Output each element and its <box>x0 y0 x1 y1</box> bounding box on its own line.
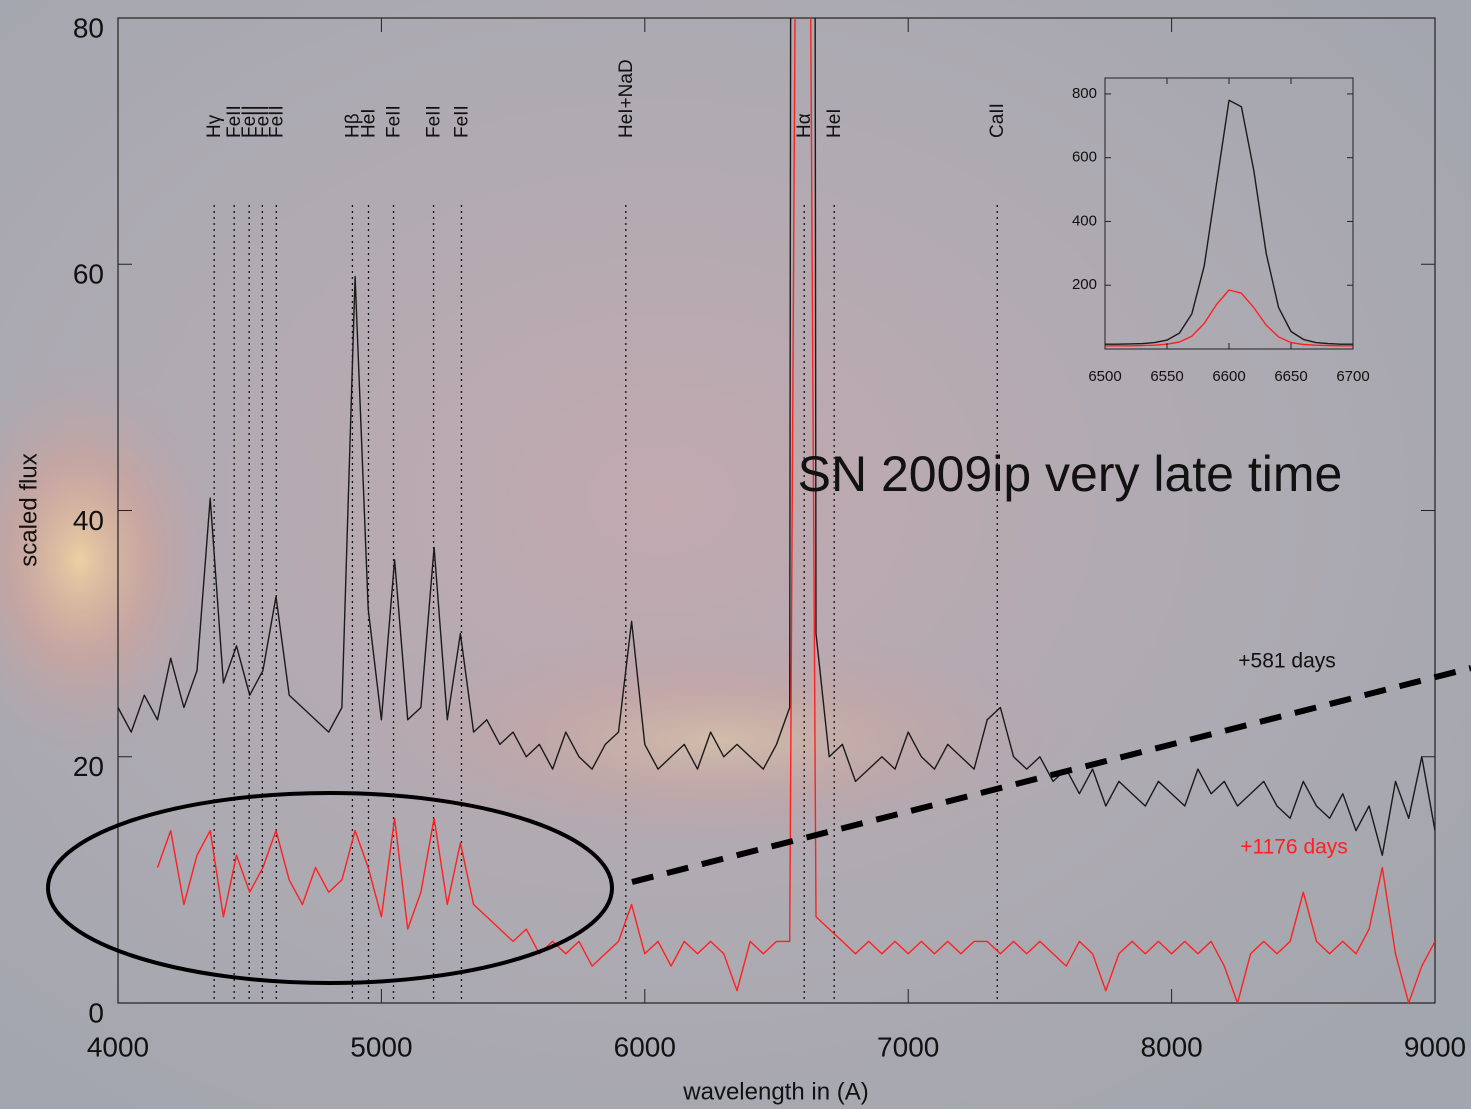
x-axis-label: wavelength in (A) <box>682 1078 868 1105</box>
line-id-label: CaII <box>987 103 1008 138</box>
series-label: +1176 days <box>1240 836 1348 859</box>
line-id-label: FeII <box>451 105 472 138</box>
x-tick-label: 6550 <box>1150 368 1183 385</box>
y-tick-label: 0 <box>88 997 104 1028</box>
line-id-label: FeII <box>252 105 273 138</box>
overlay: SN 2009ip very late time wavelength in (… <box>15 12 1471 1105</box>
x-tick-label: 6500 <box>1088 368 1121 385</box>
series-line <box>118 18 1435 856</box>
series-line <box>1105 99 1353 345</box>
x-tick-label: 6650 <box>1274 368 1307 385</box>
line-id-label: HeI <box>824 108 845 138</box>
y-tick-label: 600 <box>1072 149 1097 166</box>
series-line <box>156 18 1435 1003</box>
main-plot <box>118 18 1435 1003</box>
trend-dashed-line <box>631 665 1471 885</box>
line-id-label: FeII <box>424 105 445 138</box>
y-tick-label: 40 <box>73 505 104 536</box>
y-tick-label: 200 <box>1072 276 1097 293</box>
y-tick-label: 800 <box>1072 85 1097 102</box>
line-id-label: FeII <box>266 105 287 138</box>
x-tick-label: 6600 <box>1212 368 1245 385</box>
background-glow <box>0 360 220 760</box>
x-tick-label: 6000 <box>614 1031 676 1062</box>
line-id-label: Hβ <box>342 113 363 138</box>
line-id-label: FeII <box>384 105 405 138</box>
y-tick-label: 400 <box>1072 212 1097 229</box>
background-glow <box>340 630 1100 850</box>
y-tick-label: 80 <box>73 12 104 43</box>
line-id-label: FeII <box>224 105 245 138</box>
line-id-label: HeI+NaD <box>616 59 637 138</box>
y-tick-label: 60 <box>73 259 104 290</box>
inset-plot <box>1105 99 1353 347</box>
line-id-label: Hγ <box>204 114 225 138</box>
line-id-label: FeII <box>239 105 260 138</box>
line-id-label: HeI <box>359 108 380 138</box>
line-id-label: Hα <box>794 113 815 138</box>
y-axis-label: scaled flux <box>15 453 42 566</box>
highlight-ellipse <box>46 791 614 985</box>
chart-title: SN 2009ip very late time <box>798 446 1343 502</box>
x-tick-label: 9000 <box>1404 1031 1466 1062</box>
x-tick-label: 5000 <box>350 1031 412 1062</box>
series-label: +581 days <box>1238 650 1336 673</box>
x-tick-label: 8000 <box>1140 1031 1202 1062</box>
x-tick-label: 4000 <box>87 1031 149 1062</box>
series-line <box>1105 289 1353 347</box>
x-tick-label: 7000 <box>877 1031 939 1062</box>
x-tick-label: 6700 <box>1336 368 1369 385</box>
y-tick-label: 20 <box>73 751 104 782</box>
